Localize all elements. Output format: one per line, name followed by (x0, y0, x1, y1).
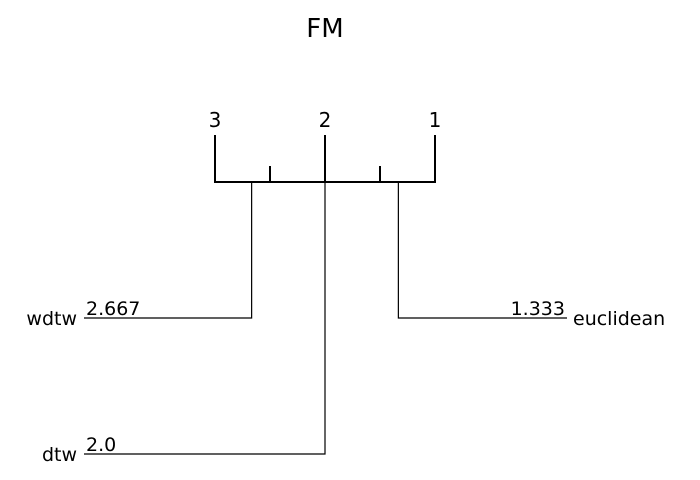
method-name-wdtw: wdtw (26, 308, 77, 330)
tick-label-3: 3 (209, 108, 222, 132)
method-leader-dtw (84, 182, 326, 455)
rank-value-wdtw: 2.667 (86, 298, 140, 320)
method-name-euclidean: euclidean (573, 308, 665, 330)
tick-label-2: 2 (319, 108, 332, 132)
method-leader-euclidean (397, 182, 567, 319)
rank-value-dtw: 2.0 (86, 434, 116, 456)
tick-label-1: 1 (429, 108, 442, 132)
method-entries: 2.667 wdtw 2.0 dtw 1.333 euclidean (26, 182, 665, 466)
rank-ticks: 3 2 1 (209, 108, 442, 183)
method-leader-wdtw (84, 182, 253, 319)
rank-value-euclidean: 1.333 (511, 298, 565, 320)
method-name-dtw: dtw (42, 444, 77, 466)
chart-title: FM (306, 14, 343, 44)
